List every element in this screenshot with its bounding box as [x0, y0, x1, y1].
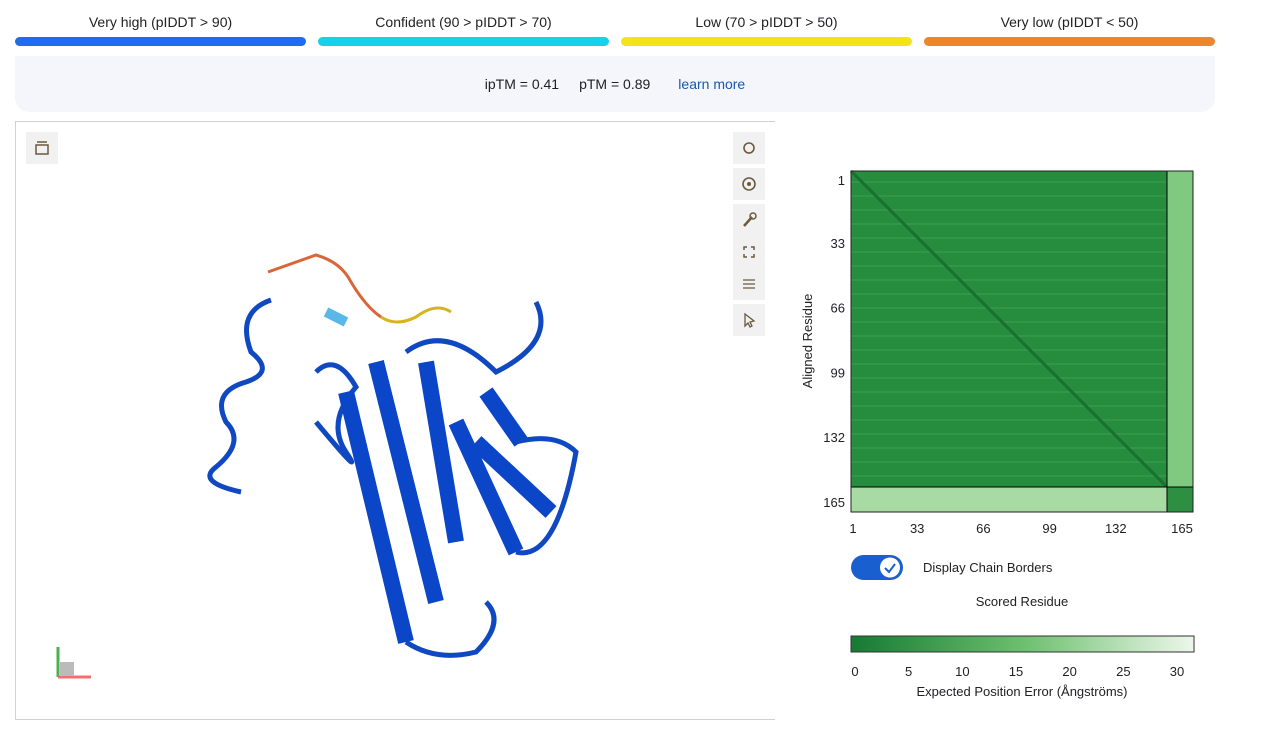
colorbar-label: Expected Position Error (Ångströms) [917, 684, 1128, 699]
legend-item: Confident (90 > pIDDT > 70) [318, 14, 609, 46]
y-tick-label: 33 [831, 236, 845, 251]
legend-label: Very high (pIDDT > 90) [88, 14, 233, 30]
colorbar-tick-label: 5 [905, 664, 912, 679]
legend-label: Very low (pIDDT < 50) [1000, 14, 1139, 30]
controls-button[interactable] [733, 268, 765, 300]
colorbar [850, 635, 1195, 653]
y-tick-label: 1 [838, 173, 845, 188]
legend-bar [924, 37, 1215, 46]
protein-render [56, 253, 579, 679]
colorbar-tick-label: 10 [955, 664, 969, 679]
y-tick-label: 66 [831, 301, 845, 316]
axes-gizmo [56, 647, 91, 679]
learn-more-link[interactable]: learn more [678, 76, 746, 92]
sequence-button[interactable] [26, 132, 58, 164]
y-axis-label: Aligned Residue [800, 294, 815, 389]
select-button[interactable] [733, 304, 765, 336]
colorbar-tick-label: 25 [1116, 664, 1130, 679]
iptm: ipTM = 0.41 [484, 76, 560, 92]
x-axis-label: Scored Residue [976, 594, 1069, 609]
metrics-panel: ipTM = 0.41 pTM = 0.89 learn more [15, 56, 1215, 112]
y-tick-label: 132 [823, 430, 845, 445]
screenshot-button[interactable] [733, 168, 765, 200]
colorbar-tick-label: 0 [851, 664, 858, 679]
legend-label: Confident (90 > pIDDT > 70) [375, 14, 552, 30]
legend-item: Low (70 > pIDDT > 50) [621, 14, 912, 46]
settings-button[interactable] [733, 204, 765, 236]
pae-panel: Aligned Residue 1 1 33 33 66 66 99 99 132 132 165 1… [800, 169, 1195, 699]
pae-heatmap [849, 169, 1194, 513]
chain-border-toggle[interactable] [851, 555, 903, 580]
legend-item: Very low (pIDDT < 50) [924, 14, 1215, 46]
structure-viewer [15, 121, 775, 720]
x-tick-label: 33 [910, 521, 924, 536]
y-tick-label: 165 [823, 495, 845, 510]
legend-bar [621, 37, 912, 46]
toggle-label: Display Chain Borders [923, 560, 1053, 575]
x-tick-label: 99 [1042, 521, 1056, 536]
legend-label: Low (70 > pIDDT > 50) [695, 14, 838, 30]
x-tick-label: 66 [976, 521, 990, 536]
x-tick-label: 132 [1105, 521, 1127, 536]
fullscreen-button[interactable] [733, 236, 765, 268]
y-tick-label: 99 [831, 365, 845, 380]
x-tick-label: 1 [849, 521, 856, 536]
legend-bar [318, 37, 609, 46]
legend-item: Very high (pIDDT > 90) [15, 14, 306, 46]
colorbar-tick-label: 30 [1170, 664, 1184, 679]
spin-button[interactable] [733, 132, 765, 164]
ptm: pTM = 0.89 [579, 76, 651, 92]
legend-bar [15, 37, 306, 46]
x-tick-label: 165 [1171, 521, 1193, 536]
colorbar-tick-label: 15 [1009, 664, 1023, 679]
colorbar-tick-label: 20 [1062, 664, 1076, 679]
